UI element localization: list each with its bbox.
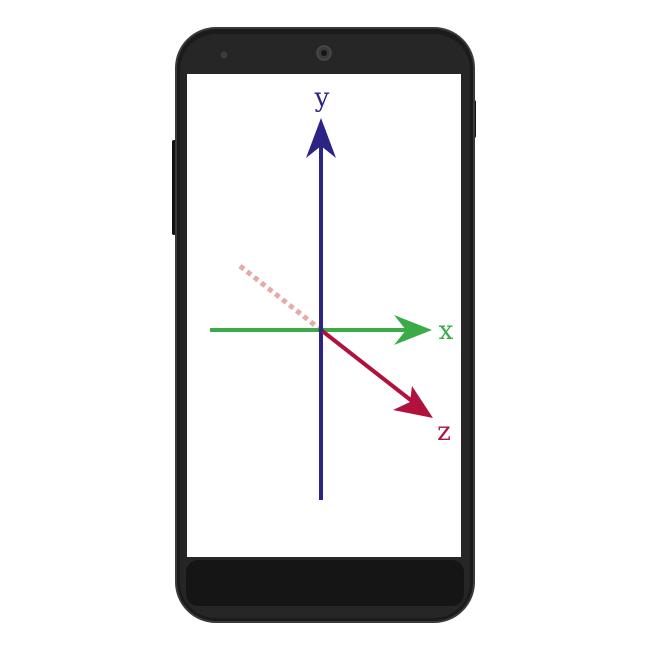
speaker-grille <box>186 560 464 606</box>
phone-screen <box>187 74 461 557</box>
y-axis-arrowhead <box>306 118 336 158</box>
phone-body-highlight <box>175 27 475 623</box>
x-axis-label: x <box>439 316 454 346</box>
front-camera-lens <box>321 50 327 56</box>
y-axis-label: y <box>314 83 330 113</box>
z-axis-label: z <box>437 417 451 447</box>
origin-point <box>318 327 324 333</box>
z-axis-arrowhead <box>393 386 433 418</box>
sensor <box>220 51 228 59</box>
x-axis-arrowhead <box>394 315 432 345</box>
z-axis-line <box>319 328 419 407</box>
